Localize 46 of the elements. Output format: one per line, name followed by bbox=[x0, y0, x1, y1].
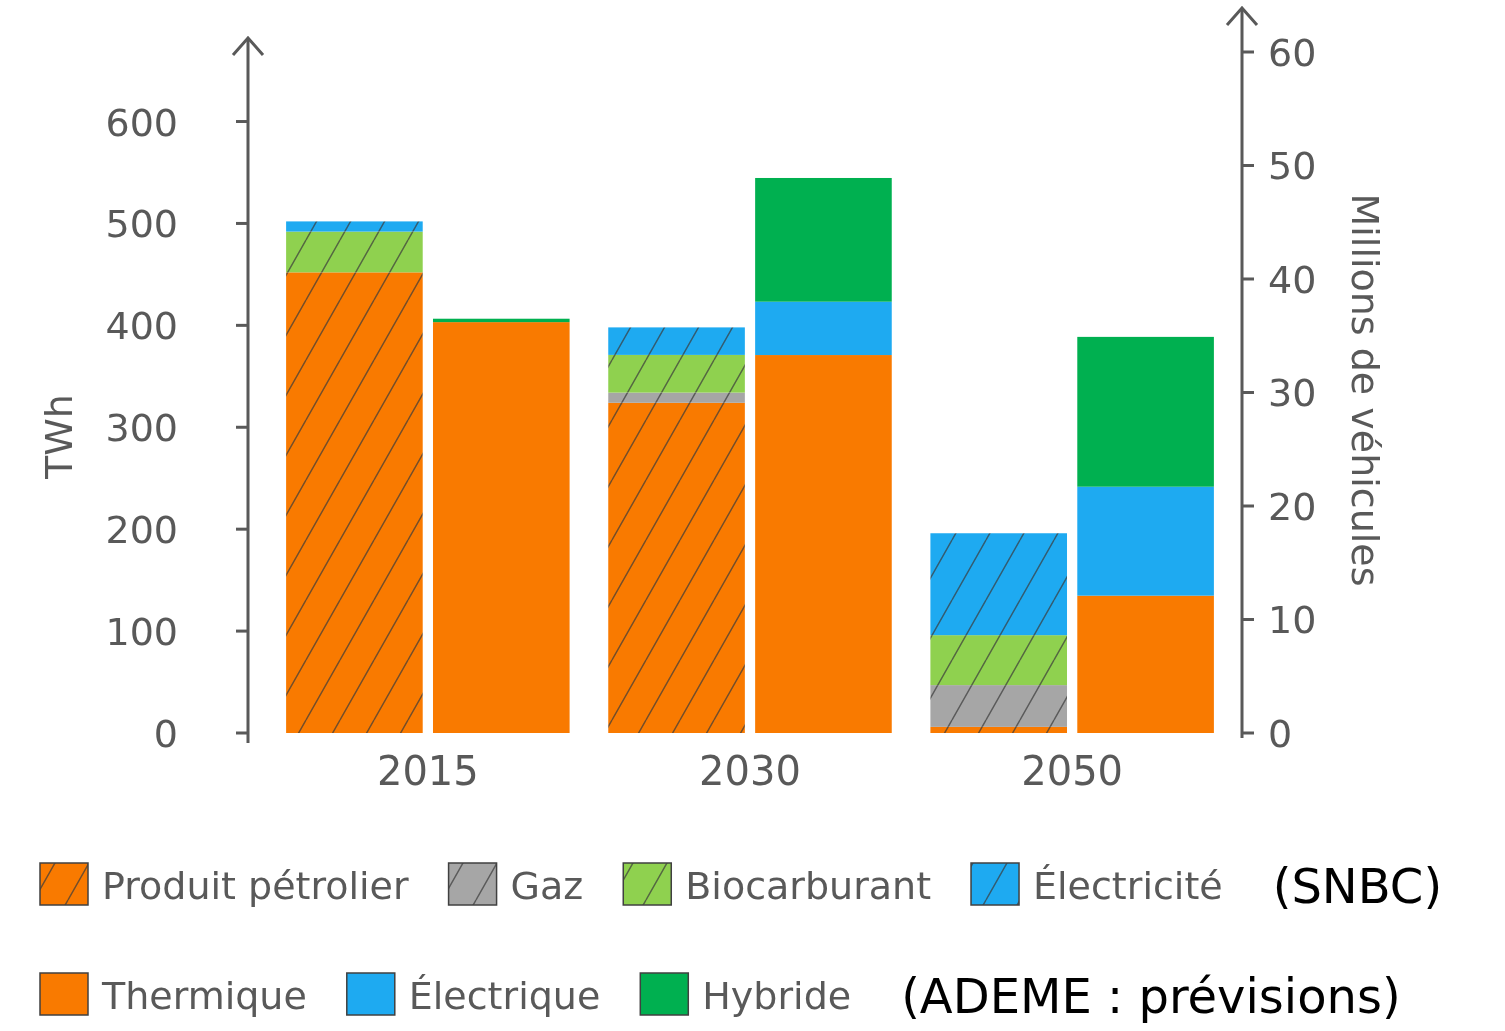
bar bbox=[608, 392, 745, 403]
legend-label: Produit pétrolier bbox=[102, 864, 409, 908]
bar bbox=[930, 685, 1068, 727]
bar bbox=[286, 221, 423, 232]
y-tick-label: 400 bbox=[105, 304, 178, 349]
y2-tick-label: 0 bbox=[1268, 712, 1293, 756]
y2-axis-title: Millions de véhicules bbox=[1343, 193, 1387, 587]
legend-label: Électrique bbox=[408, 974, 601, 1018]
bar bbox=[286, 231, 423, 273]
x-tick-label: 2015 bbox=[376, 748, 479, 794]
bar bbox=[1077, 595, 1214, 733]
bar bbox=[930, 726, 1068, 733]
bar bbox=[1077, 336, 1214, 487]
bar bbox=[608, 402, 745, 733]
y-tick-label: 300 bbox=[105, 406, 178, 451]
bar bbox=[755, 301, 892, 356]
y-tick-label: 100 bbox=[105, 610, 178, 655]
y-axis-title: TWh bbox=[37, 394, 81, 480]
bar bbox=[755, 177, 892, 302]
x-tick-label: 2030 bbox=[699, 748, 801, 794]
y2-tick-label: 20 bbox=[1268, 485, 1317, 529]
y2-tick-label: 60 bbox=[1268, 31, 1317, 75]
bar bbox=[930, 533, 1068, 636]
bar bbox=[608, 354, 745, 393]
y-tick-label: 200 bbox=[105, 508, 178, 553]
y-tick-label: 600 bbox=[105, 100, 178, 145]
bar bbox=[432, 322, 570, 733]
legend-label: Biocarburant bbox=[685, 864, 932, 908]
text: (ADEME : prévisions) bbox=[901, 968, 1401, 1024]
bar bbox=[755, 355, 892, 733]
y2-tick-label: 10 bbox=[1268, 598, 1317, 643]
bar bbox=[286, 272, 423, 733]
legend-label: Électricité bbox=[1033, 864, 1223, 908]
x-tick-label: 2050 bbox=[1021, 748, 1124, 794]
y2-tick-label: 50 bbox=[1268, 144, 1317, 189]
y2-tick-label: 30 bbox=[1268, 371, 1317, 416]
legend-label: Hybride bbox=[702, 974, 852, 1018]
bar bbox=[930, 635, 1068, 686]
y-tick-label: 0 bbox=[153, 712, 178, 756]
legend-label: Gaz bbox=[510, 864, 584, 908]
y-tick-label: 500 bbox=[105, 202, 178, 247]
text: (SNBC) bbox=[1272, 858, 1443, 914]
legend-label: Thermique bbox=[101, 974, 307, 1018]
bar bbox=[1077, 486, 1214, 596]
y2-tick-label: 40 bbox=[1268, 258, 1317, 302]
bar bbox=[608, 327, 745, 355]
